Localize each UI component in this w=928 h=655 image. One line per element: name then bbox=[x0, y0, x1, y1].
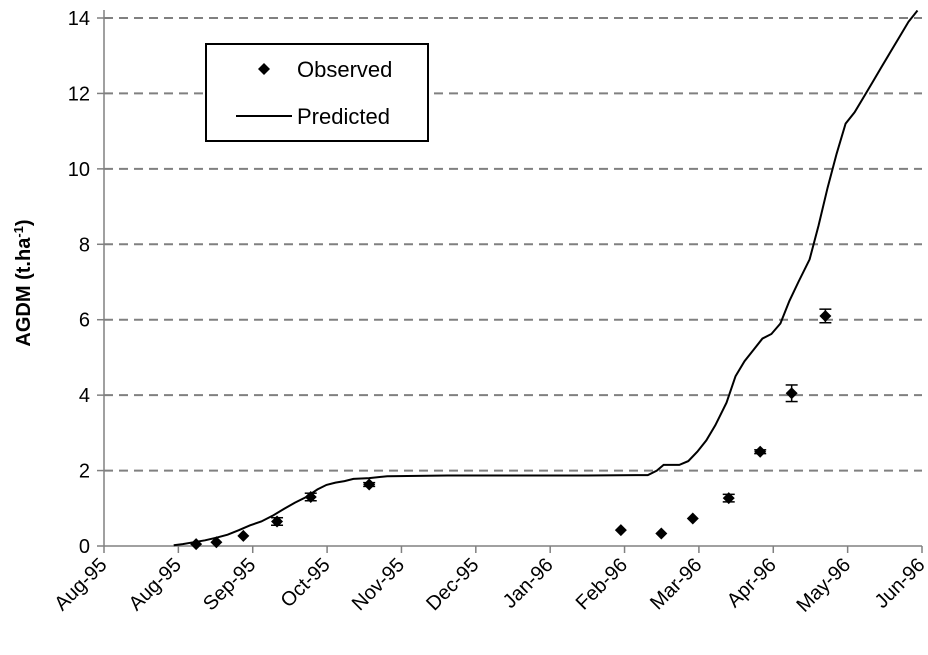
x-tick-label: Oct-95 bbox=[277, 554, 335, 612]
observed-point bbox=[686, 512, 699, 525]
y-tick-labels: 0 2 4 6 8 10 12 14 bbox=[68, 8, 90, 558]
y-axis-title-sup: -1 bbox=[11, 226, 26, 238]
observed-point bbox=[655, 527, 668, 540]
y-tick-label: 8 bbox=[79, 234, 90, 256]
x-tick-label: Apr-96 bbox=[723, 554, 781, 612]
x-tick-label: Dec-95 bbox=[422, 554, 483, 615]
x-tick-label: Jun-96 bbox=[871, 554, 928, 613]
observed-point bbox=[819, 309, 832, 322]
x-tick-label: Aug-95 bbox=[50, 554, 111, 615]
y-tick-label: 2 bbox=[79, 461, 90, 483]
observed-point bbox=[614, 524, 627, 537]
x-tick-label: May-96 bbox=[792, 554, 855, 617]
y-axis-title-main: AGDM (t.ha bbox=[13, 237, 35, 347]
observed-point bbox=[722, 492, 735, 505]
x-tick-labels: Aug-95 Aug-95 Sep-95 Oct-95 Nov-95 Dec-95 Jan-… bbox=[50, 554, 928, 617]
y-tick-label: 4 bbox=[79, 385, 90, 407]
observed-point bbox=[304, 490, 317, 503]
legend-predicted-label: Predicted bbox=[297, 104, 390, 129]
predicted-line bbox=[173, 10, 919, 547]
x-tick-label: Nov-95 bbox=[348, 554, 409, 615]
observed-point bbox=[210, 536, 223, 549]
observed-series bbox=[190, 308, 832, 551]
y-tick-label: 6 bbox=[79, 310, 90, 332]
x-tick-label: Aug-95 bbox=[125, 554, 186, 615]
x-tick-label: Mar-96 bbox=[646, 554, 706, 614]
y-tick-label: 0 bbox=[79, 536, 90, 558]
y-axis-title-suffix: ) bbox=[13, 219, 35, 226]
observed-point bbox=[237, 529, 250, 542]
x-tick-label: Sep-95 bbox=[199, 554, 260, 615]
observed-point bbox=[271, 515, 284, 528]
observed-point bbox=[785, 387, 798, 400]
predicted-series bbox=[173, 10, 919, 547]
legend-observed-label: Observed bbox=[297, 57, 392, 82]
x-tick-label: Feb-96 bbox=[572, 554, 632, 614]
legend-observed-marker bbox=[258, 63, 270, 75]
y-tick-label: 10 bbox=[68, 159, 90, 181]
axes bbox=[97, 10, 923, 553]
x-tick-label: Jan-96 bbox=[499, 554, 558, 613]
observed-point bbox=[754, 445, 767, 458]
observed-point bbox=[190, 538, 203, 551]
y-axis-title: AGDM (t.ha-1) bbox=[11, 219, 36, 346]
observed-point bbox=[363, 478, 376, 491]
y-tick-label: 12 bbox=[68, 83, 90, 105]
legend: Observed Predicted bbox=[205, 43, 429, 142]
legend-box bbox=[205, 43, 429, 142]
y-tick-label: 14 bbox=[68, 8, 90, 30]
